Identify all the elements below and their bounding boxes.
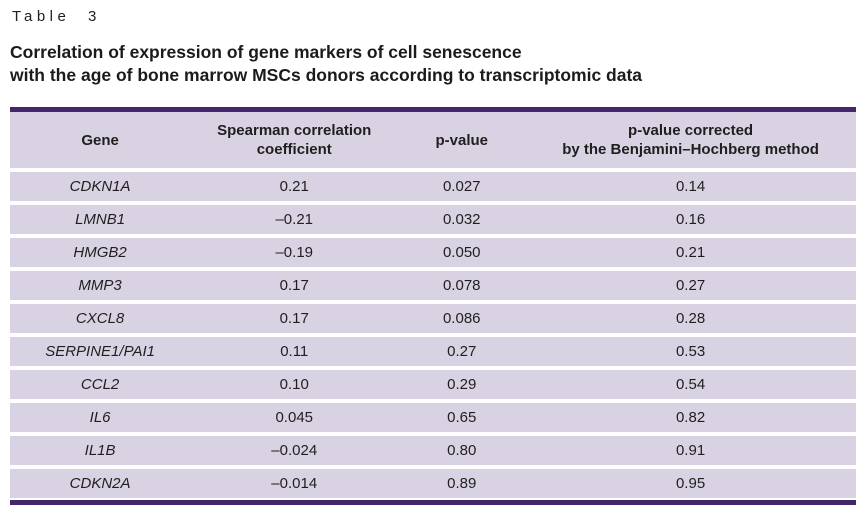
table-row: CDKN2A –0.014 0.89 0.95	[10, 469, 856, 498]
data-table: Gene Spearman correlation coefficient p-…	[10, 107, 856, 505]
spearman-cell: 0.10	[279, 376, 309, 393]
table-row: CXCL8 0.17 0.086 0.28	[10, 304, 856, 333]
p-value-cell: 0.032	[442, 211, 481, 228]
table-row: HMGB2 –0.19 0.050 0.21	[10, 238, 856, 267]
gene-cell: CXCL8	[75, 310, 125, 327]
gene-cell: CCL2	[80, 376, 120, 393]
p-adj-cell: 0.95	[675, 475, 706, 492]
p-adj-cell: 0.27	[675, 277, 706, 294]
p-value-cell: 0.027	[442, 178, 481, 195]
p-value-cell: 0.27	[447, 343, 477, 360]
gene-cell: CDKN2A	[69, 475, 131, 492]
table-row: CDKN1A 0.21 0.027 0.14	[10, 172, 856, 201]
table-title: Correlation of expression of gene marker…	[10, 41, 642, 87]
gene-cell: SERPINE1/PAI1	[45, 343, 155, 360]
p-adj-cell: 0.14	[675, 178, 706, 195]
p-value-cell: 0.050	[442, 244, 481, 261]
table-title-line2: with the age of bone marrow MSCs donors …	[10, 65, 643, 85]
spearman-cell: –0.21	[275, 211, 314, 228]
spearman-cell: 0.17	[279, 310, 309, 327]
table-row: LMNB1 –0.21 0.032 0.16	[10, 205, 856, 234]
table-row: MMP3 0.17 0.078 0.27	[10, 271, 856, 300]
p-value-cell: 0.80	[447, 442, 477, 459]
table-label: Table 3	[12, 8, 101, 25]
spearman-cell: 0.21	[279, 178, 309, 195]
p-adj-cell: 0.28	[675, 310, 706, 327]
table-row: IL6 0.045 0.65 0.82	[10, 403, 856, 432]
gene-cell: IL1B	[84, 442, 116, 459]
table-row: IL1B –0.024 0.80 0.91	[10, 436, 856, 465]
spearman-cell: 0.17	[279, 277, 309, 294]
gene-cell: MMP3	[78, 277, 122, 294]
p-adj-cell: 0.21	[675, 244, 706, 261]
p-adj-cell: 0.54	[675, 376, 706, 393]
p-value-cell: 0.89	[447, 475, 477, 492]
column-header-gene: Gene	[81, 131, 119, 149]
p-value-cell: 0.29	[447, 376, 477, 393]
spearman-cell: –0.024	[271, 442, 318, 459]
spearman-cell: –0.014	[271, 475, 318, 492]
column-header-p-value: p-value	[435, 131, 488, 149]
gene-cell: CDKN1A	[69, 178, 131, 195]
p-adj-cell: 0.91	[675, 442, 706, 459]
spearman-cell: 0.045	[275, 409, 314, 426]
table-title-line1: Correlation of expression of gene marker…	[10, 42, 522, 62]
p-value-cell: 0.086	[442, 310, 481, 327]
gene-cell: HMGB2	[73, 244, 127, 261]
spearman-cell: –0.19	[275, 244, 314, 261]
p-value-cell: 0.078	[442, 277, 481, 294]
p-adj-cell: 0.53	[675, 343, 706, 360]
p-adj-cell: 0.82	[675, 409, 706, 426]
column-header-spearman-coefficient: Spearman correlation coefficient	[217, 122, 372, 158]
p-adj-cell: 0.16	[675, 211, 706, 228]
column-header-corrected-p-value: p-value corrected by the Benjamini–Hochb…	[562, 122, 819, 158]
gene-cell: LMNB1	[75, 211, 126, 228]
table-body: CDKN1A 0.21 0.027 0.14 LMNB1 –0.21 0.032…	[10, 172, 856, 498]
spearman-cell: 0.11	[280, 343, 309, 360]
gene-cell: IL6	[89, 409, 111, 426]
table-row: CCL2 0.10 0.29 0.54	[10, 370, 856, 399]
header-row: Gene Spearman correlation coefficient p-…	[10, 112, 856, 168]
p-value-cell: 0.65	[447, 409, 477, 426]
table-row: SERPINE1/PAI1 0.11 0.27 0.53	[10, 337, 856, 366]
